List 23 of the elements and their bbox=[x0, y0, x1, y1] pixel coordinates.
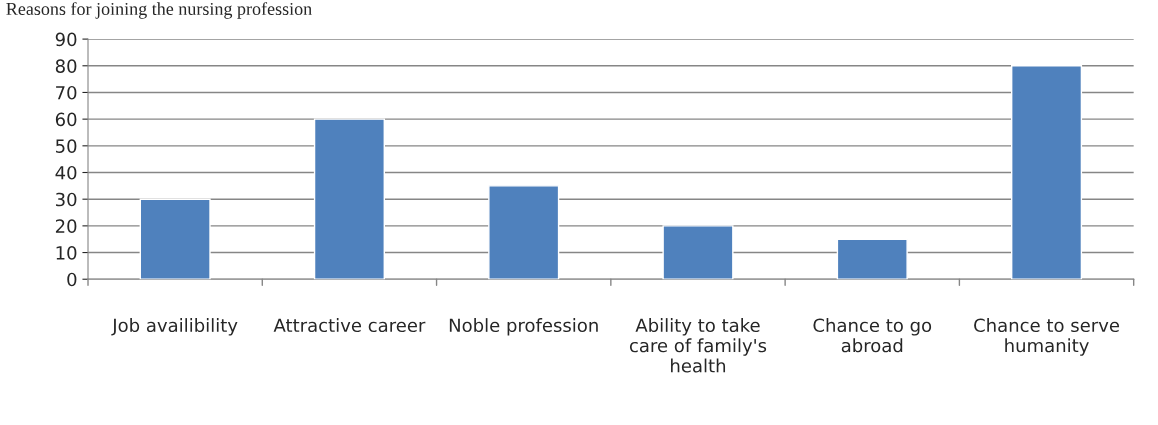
x-tick-label: Job availibility bbox=[111, 318, 238, 336]
y-tick-label: 40 bbox=[55, 165, 77, 180]
bar bbox=[313, 118, 385, 280]
chart-title: Reasons for joining the nursing profession bbox=[6, 2, 312, 19]
y-tick-label: 50 bbox=[56, 139, 77, 153]
bar bbox=[662, 225, 734, 280]
y-tick-label: 20 bbox=[55, 219, 77, 233]
y-tick-label: 60 bbox=[55, 112, 77, 127]
bar bbox=[488, 185, 560, 280]
x-tick-label: Attractive career bbox=[273, 318, 426, 333]
x-tick-label: Chance to serve humanity bbox=[974, 318, 1120, 356]
bar bbox=[836, 238, 908, 280]
y-tick-label: 10 bbox=[56, 246, 77, 260]
y-tick-label: 90 bbox=[55, 32, 77, 47]
y-tick-label: 0 bbox=[67, 272, 77, 287]
x-tick-label: Noble profession bbox=[449, 318, 598, 336]
bar bbox=[1010, 65, 1083, 280]
x-tick-label: Chance to go abroad bbox=[813, 318, 932, 353]
y-tick-label: 70 bbox=[56, 85, 77, 100]
bar bbox=[139, 198, 211, 280]
y-tick-label: 80 bbox=[55, 59, 77, 73]
x-tick-label: Ability to take care of family's health bbox=[629, 318, 767, 373]
y-tick-label: 30 bbox=[55, 192, 77, 207]
